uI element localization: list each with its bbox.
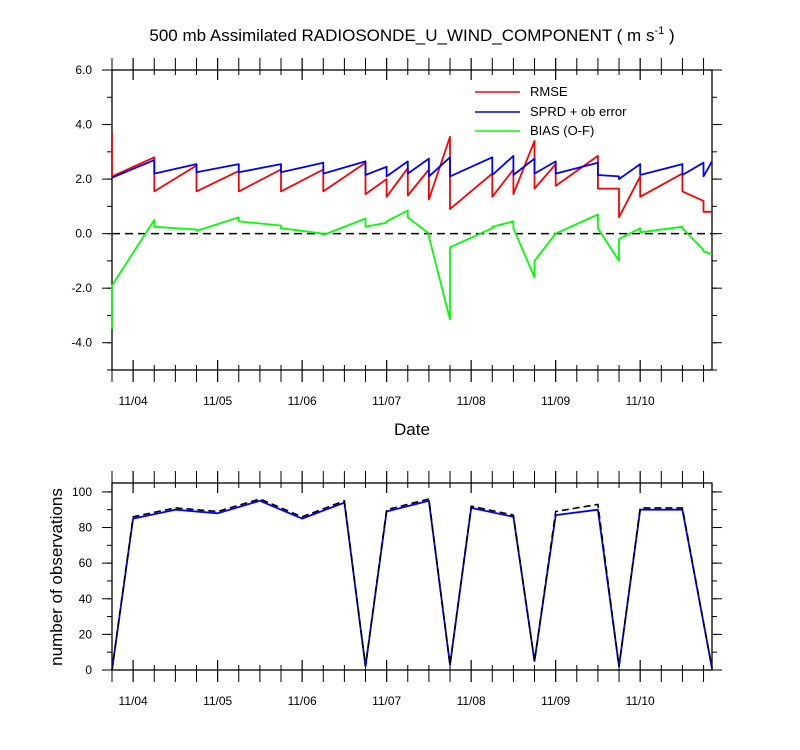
- bottom-xtick-label: 11/04: [119, 694, 148, 708]
- x-axis-label: Date: [394, 420, 430, 439]
- bottom-xtick-label: 11/07: [372, 694, 401, 708]
- bottom-xtick-label: 11/06: [288, 694, 317, 708]
- bottom-ytick-label: 20: [79, 627, 93, 641]
- chart-title: 500 mb Assimilated RADIOSONDE_U_WIND_COM…: [149, 25, 674, 45]
- top-xtick-label: 11/08: [457, 394, 486, 408]
- top-xtick-label: 11/07: [372, 394, 401, 408]
- bottom-ytick-label: 80: [79, 521, 93, 535]
- bottom-ytick-label: 40: [79, 592, 93, 606]
- bottom-series-possible: [111, 498, 713, 671]
- bottom-xtick-label: 11/10: [626, 694, 655, 708]
- bottom-xtick-label: 11/08: [457, 694, 486, 708]
- top-xtick-label: 11/05: [203, 394, 232, 408]
- bottom-ytick-label: 100: [72, 485, 92, 499]
- top-series-bias-o-f: [111, 209, 713, 330]
- bottom-plot-area: 100 80 60 40 20 0 11/04 11/05 11/06 11/07 11/08 11/…: [72, 471, 722, 708]
- top-plot-frame: [111, 69, 713, 371]
- top-xtick-label: 11/04: [119, 394, 148, 408]
- y-axis-label: number of observations: [47, 488, 66, 666]
- top-ytick-label: -2.0: [71, 281, 92, 295]
- top-plot-area: 6.0 4.0 2.0 0.0 -2.0 -4.0 11/04 11/05 11/06 11/07…: [71, 58, 722, 408]
- legend-label-bias: BIAS (O-F): [530, 123, 594, 138]
- top-xtick-label: 11/06: [288, 394, 317, 408]
- chart-title-suffix: ): [664, 26, 674, 45]
- legend-label-sprd: SPRD + ob error: [530, 104, 627, 119]
- top-ytick-label: 0.0: [75, 227, 92, 241]
- legend-label-rmse: RMSE: [530, 84, 568, 99]
- top-series-rmse: [111, 132, 712, 219]
- bottom-plot-frame: [111, 482, 713, 671]
- top-ytick-label: 6.0: [75, 63, 92, 77]
- top-xtick-label: 11/10: [626, 394, 655, 408]
- top-ytick-label: 2.0: [75, 172, 92, 186]
- top-series-sprd-ob-error: [111, 154, 713, 181]
- bottom-ytick-label: 60: [79, 556, 93, 570]
- bottom-ytick-label: 0: [85, 663, 92, 677]
- bottom-xtick-label: 11/09: [541, 694, 570, 708]
- top-xtick-label: 11/09: [541, 394, 570, 408]
- top-ytick-label: -4.0: [71, 336, 92, 350]
- chart-title-main: 500 mb Assimilated RADIOSONDE_U_WIND_COM…: [149, 26, 654, 45]
- top-ytick-label: 4.0: [75, 118, 92, 132]
- bottom-xtick-label: 11/05: [203, 694, 232, 708]
- chart-title-exponent: -1: [654, 25, 664, 37]
- legend: RMSE SPRD + ob error BIAS (O-F): [475, 84, 627, 138]
